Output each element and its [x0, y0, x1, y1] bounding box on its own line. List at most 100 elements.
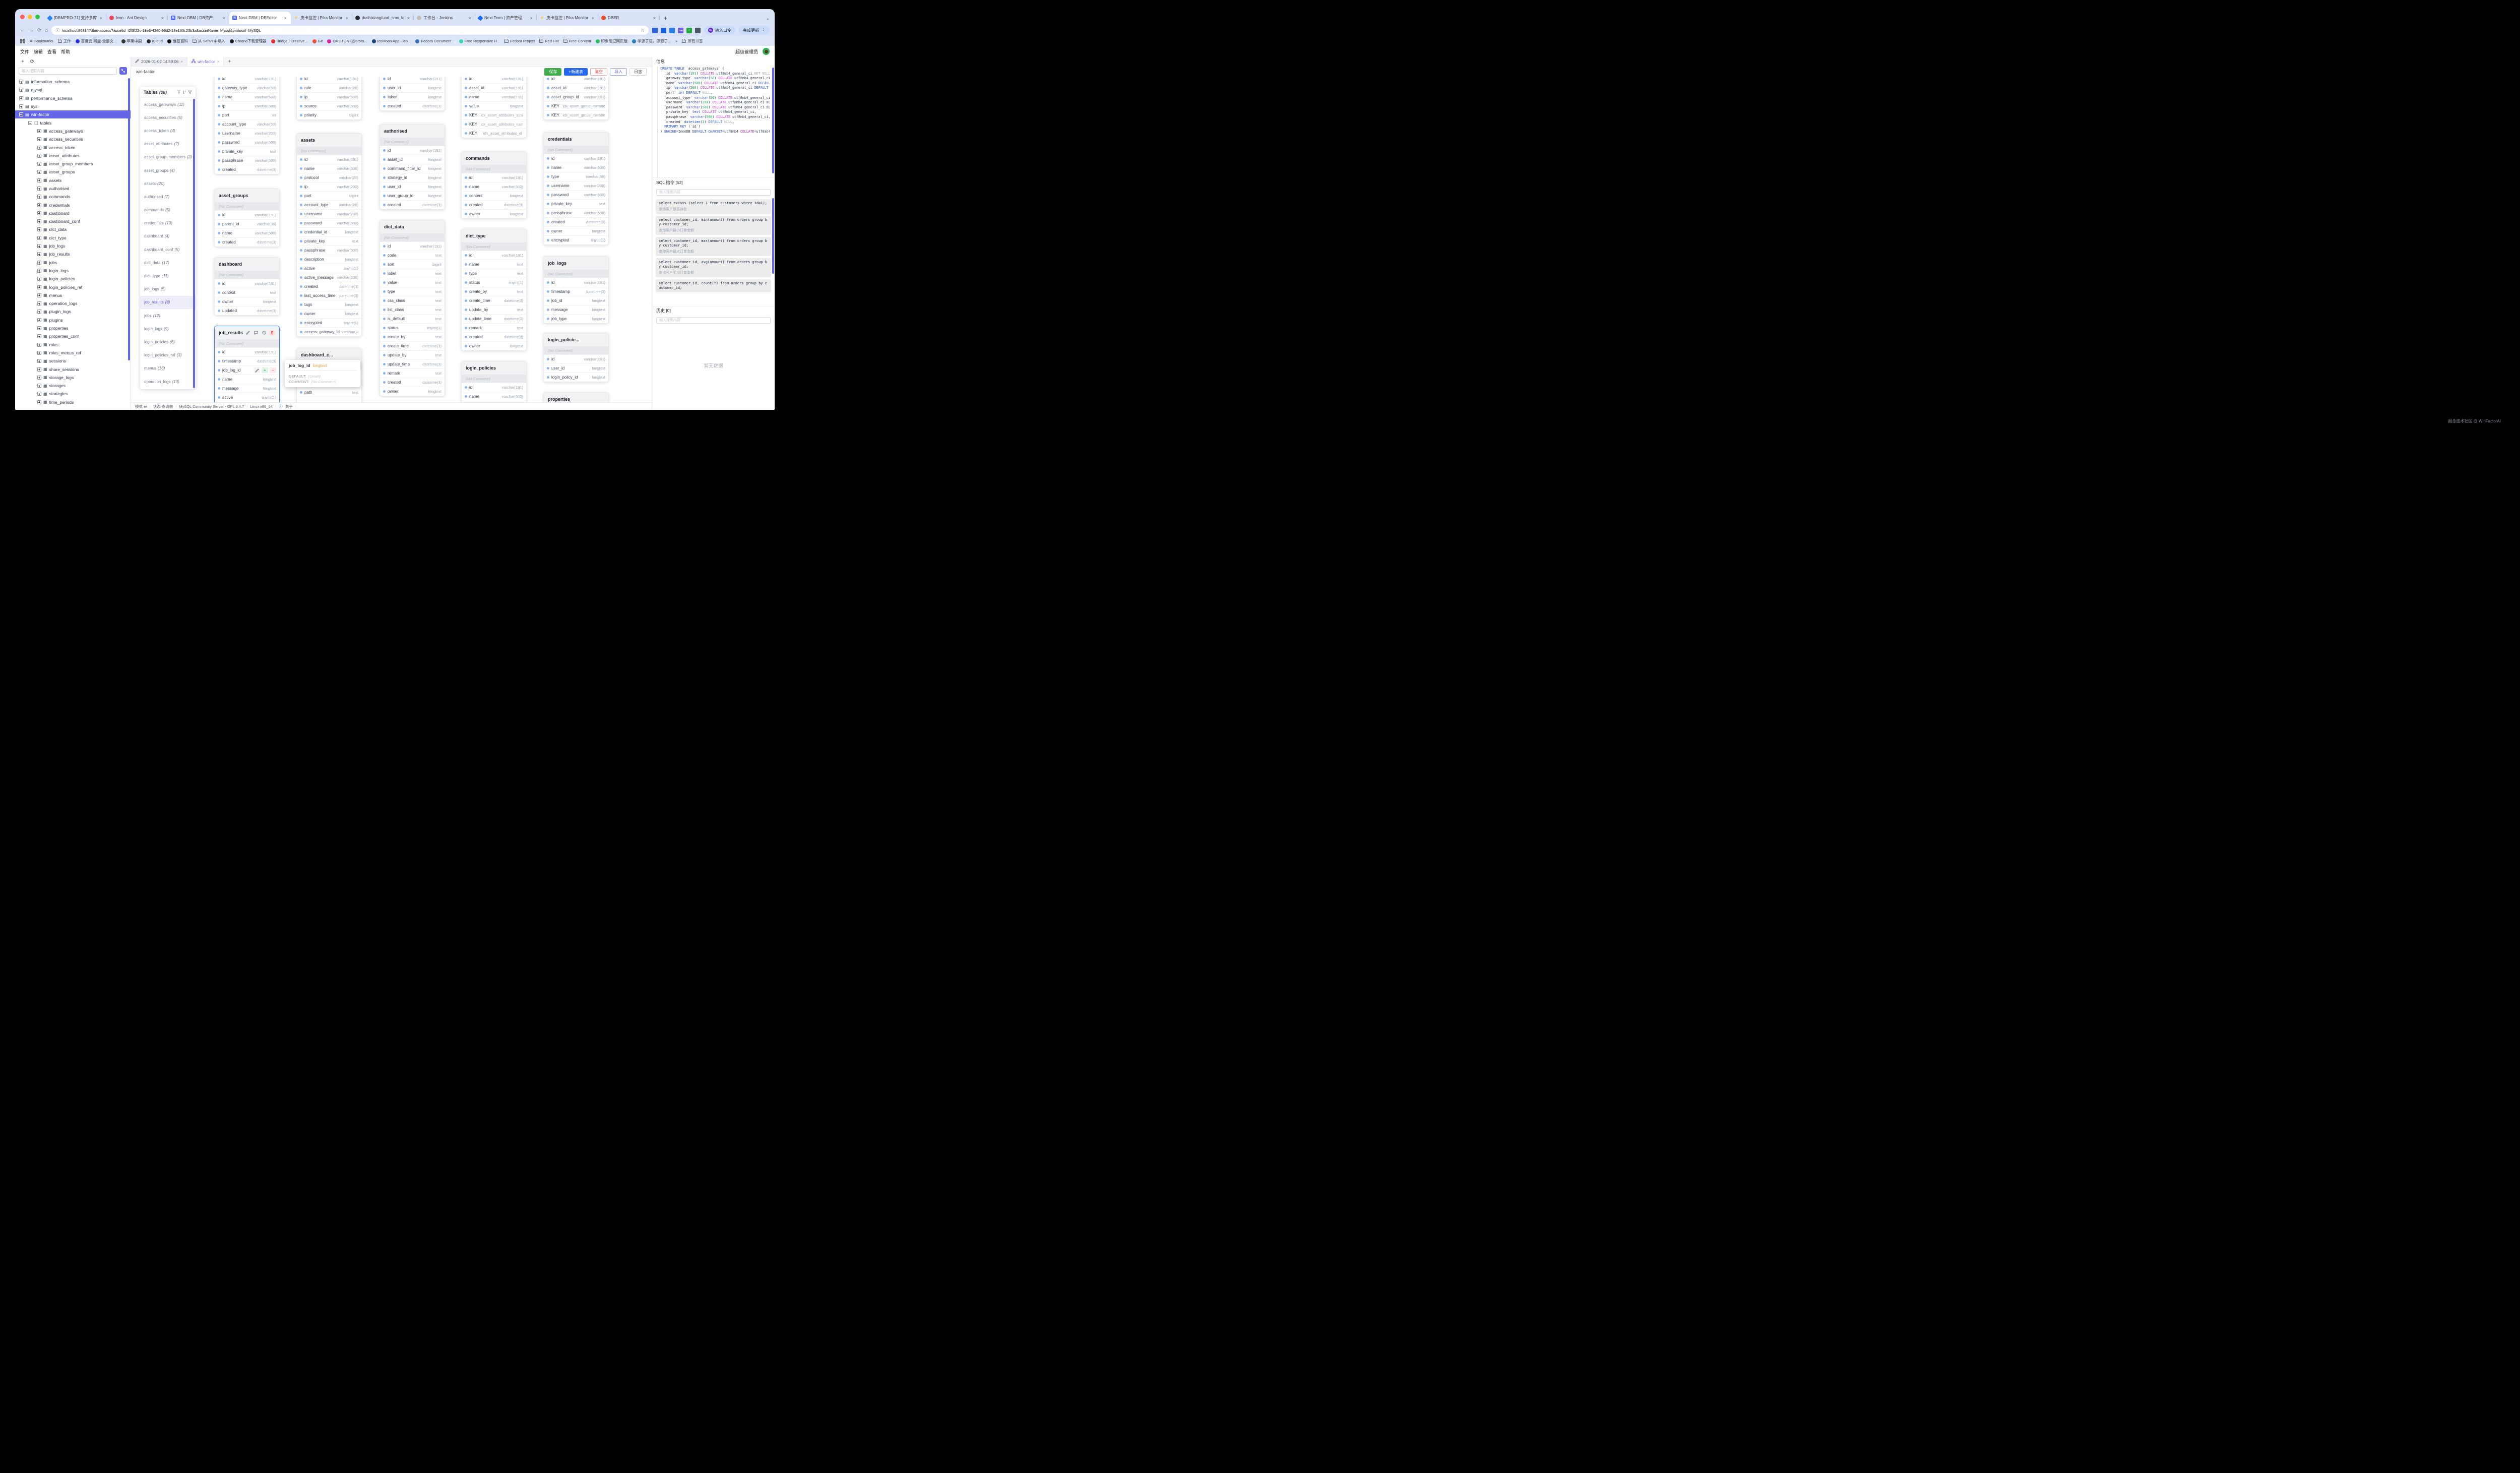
column-row[interactable]: username varchar(200): [297, 209, 361, 218]
extension-icon[interactable]: [661, 27, 666, 33]
column-row[interactable]: path text: [297, 388, 361, 397]
column-row[interactable]: owner longtext: [215, 297, 279, 306]
table-card-header[interactable]: properties: [544, 393, 608, 402]
bookmark-item[interactable]: 学源于思，思源于...: [632, 38, 671, 44]
sql-commands-search-input[interactable]: [656, 189, 771, 196]
tab-close-icon[interactable]: ×: [161, 15, 164, 21]
table-card-header[interactable]: assets: [297, 134, 361, 147]
column-row[interactable]: is_default text: [380, 314, 445, 323]
expander-icon[interactable]: [37, 285, 41, 289]
table-card-login_policie...[interactable]: login_policie... (No Comment) id varchar(19…: [543, 333, 609, 382]
browser-tab[interactable]: dushixiang/uart_sms_forwar×: [352, 12, 414, 24]
tab-close-icon[interactable]: ×: [530, 15, 533, 21]
tables-panel-item[interactable]: menus (16): [140, 362, 196, 375]
column-row[interactable]: KEY`idx_asset_group_members_ass: [544, 110, 608, 119]
column-row[interactable]: id varchar(191): [380, 241, 445, 251]
column-row[interactable]: id varchar(191): [544, 77, 608, 83]
table-card-dashboard[interactable]: dashboard (No Comment) id varchar(191) conte…: [214, 257, 280, 316]
column-row[interactable]: name varchar(191): [462, 92, 526, 101]
column-row[interactable]: name varchar(500): [215, 228, 279, 237]
column-row[interactable]: remark text: [380, 369, 445, 378]
column-row[interactable]: sort bigint: [380, 260, 445, 269]
tables-panel-item[interactable]: asset_group_members (3): [140, 151, 196, 164]
sidebar-table-roles_menus_ref[interactable]: ▦ roles_menus_ref: [15, 349, 131, 357]
sidebar-scrollbar[interactable]: [128, 78, 130, 360]
sidebar-table-menus[interactable]: ▦ menus: [15, 291, 131, 299]
browser-tab[interactable]: Next Term | 资产管理 ×: [475, 12, 537, 24]
bookmark-item[interactable]: Bridge | Creative...: [271, 39, 308, 43]
column-row[interactable]: updated datetime(3): [215, 306, 279, 315]
expander-icon[interactable]: [37, 129, 41, 133]
sql-command-item[interactable]: select customer_id, min(amount) from ord…: [656, 216, 771, 235]
site-info-icon[interactable]: ⓘ: [55, 28, 60, 33]
sidebar-table-share_sessions[interactable]: ▦ share_sessions: [15, 365, 131, 373]
column-row[interactable]: username varchar(200): [544, 181, 608, 190]
browser-tab[interactable]: DBER ×: [598, 12, 660, 24]
expander-icon[interactable]: [37, 318, 41, 322]
url-text[interactable]: localhost:8088/#/dbm-access?assetId=f2f3…: [62, 28, 261, 33]
sidebar-table-jobs[interactable]: ▦ jobs: [15, 259, 131, 267]
table-card-header[interactable]: commands: [462, 152, 526, 165]
sidebar-table-access_gateways[interactable]: ▦ access_gateways: [15, 127, 131, 135]
column-row[interactable]: id varchar(191): [297, 155, 361, 164]
column-row[interactable]: active tinyint(1): [215, 393, 279, 402]
column-row[interactable]: source varchar(500): [297, 101, 361, 110]
column-row[interactable]: token longtext: [380, 92, 445, 101]
sidebar-table-storage_logs[interactable]: ▦ storage_logs: [15, 374, 131, 382]
column-row[interactable]: status tinyint(1): [462, 278, 526, 287]
tab-close-icon[interactable]: ×: [222, 15, 225, 21]
bookmark-item[interactable]: 所有书签: [682, 38, 703, 44]
column-row[interactable]: ip varchar(200): [297, 182, 361, 191]
sidebar-db-win-factor[interactable]: ▤ win-factor: [15, 110, 131, 119]
column-row[interactable]: id varchar(191): [215, 77, 279, 83]
close-window-button[interactable]: [20, 14, 25, 19]
table-card-header[interactable]: login_policie...: [544, 333, 608, 346]
column-row[interactable]: login_policy_id longtext: [544, 373, 608, 382]
column-row[interactable]: id varchar(191): [215, 347, 279, 356]
bookmark-item[interactable]: 维基百科: [167, 38, 188, 44]
column-row[interactable]: message longtext: [215, 384, 279, 393]
bookmark-item[interactable]: IcoMoon App - Ico...: [371, 39, 411, 43]
tables-panel-item[interactable]: dict_data (17): [140, 256, 196, 269]
tables-panel-item[interactable]: asset_attributes (7): [140, 138, 196, 151]
editor-tab[interactable]: 2026-01-02 14:59:06 ×: [131, 57, 187, 66]
home-icon[interactable]: ⌂: [45, 27, 48, 33]
expander-icon[interactable]: [37, 170, 41, 174]
bookmark-item[interactable]: OROTON (@oroto...: [327, 39, 367, 43]
expander-icon[interactable]: [19, 80, 23, 84]
sidebar-db-information_schema[interactable]: ▤ information_schema: [15, 78, 131, 86]
toolbar-button-+新建表[interactable]: +新建表: [564, 68, 588, 76]
column-row[interactable]: owner longtext: [297, 309, 361, 318]
expander-icon[interactable]: [37, 400, 41, 404]
tab-close-icon[interactable]: ×: [468, 15, 471, 21]
apps-grid-icon[interactable]: [20, 39, 25, 43]
comment-table-icon[interactable]: [253, 330, 259, 336]
sidebar-table-job_logs[interactable]: ▦ job_logs: [15, 242, 131, 250]
column-row[interactable]: user_id longtext: [380, 83, 445, 92]
back-icon[interactable]: ←: [20, 27, 25, 33]
column-row[interactable]: name varchar(500): [462, 182, 526, 191]
table-card-access_gateways[interactable]: id varchar(191) gateway_type varchar(50) nam…: [214, 77, 280, 174]
table-card-header[interactable]: dashboard_c...: [297, 348, 361, 361]
column-row[interactable]: value longtext: [462, 101, 526, 110]
expander-icon[interactable]: [37, 145, 41, 150]
expander-icon[interactable]: [37, 268, 41, 273]
column-row[interactable]: type varchar(50): [544, 172, 608, 181]
sidebar-search-input[interactable]: [19, 67, 117, 75]
expander-icon[interactable]: [19, 112, 23, 117]
column-row[interactable]: password varchar(500): [544, 190, 608, 199]
sidebar-table-access_securities[interactable]: ▦ access_securities: [15, 135, 131, 143]
browser-tab[interactable]: N Next-DBM | DBEditor ×: [229, 12, 291, 24]
column-row[interactable]: owner longtext: [544, 226, 608, 235]
sidebar-table-properties_conf[interactable]: ▦ properties_conf: [15, 332, 131, 340]
column-row[interactable]: id varchar(191): [462, 251, 526, 260]
table-card-header[interactable]: dict_type: [462, 229, 526, 242]
expander-icon[interactable]: [37, 153, 41, 158]
expander-icon[interactable]: [37, 203, 41, 207]
menu-item-帮助[interactable]: 帮助: [61, 49, 71, 54]
column-row[interactable]: create_by text: [462, 287, 526, 296]
extension-icon[interactable]: [669, 27, 675, 33]
commands-scrollbar[interactable]: [772, 198, 774, 274]
column-row[interactable]: user_id longtext: [544, 363, 608, 373]
sidebar-table-assets[interactable]: ▦ assets: [15, 176, 131, 185]
